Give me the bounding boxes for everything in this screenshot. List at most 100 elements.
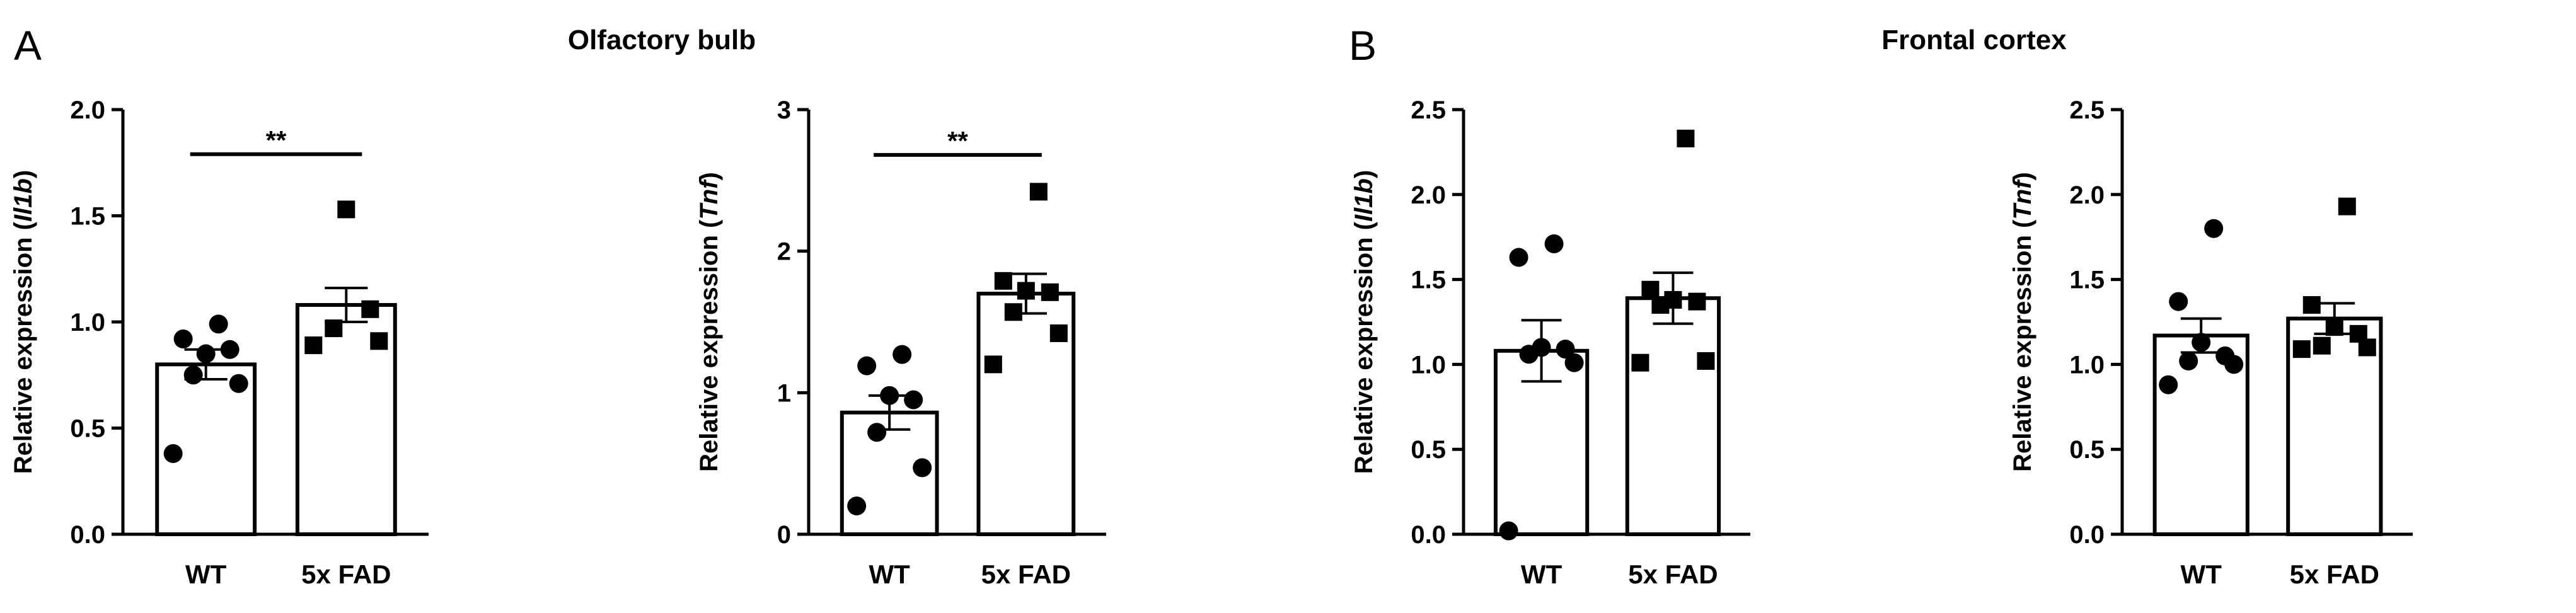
y-axis-label: Relative expression (Tnf)	[695, 172, 723, 472]
y-axis-label-prefix: Relative expression (	[695, 219, 723, 472]
data-point	[1004, 303, 1022, 321]
y-tick-label: 2.5	[1411, 96, 1446, 124]
data-point	[196, 344, 216, 364]
data-point	[1017, 282, 1035, 300]
data-point	[904, 390, 923, 410]
y-axis-label-suffix: )	[1350, 170, 1378, 178]
data-point	[1631, 353, 1649, 372]
y-axis-label-prefix: Relative expression (	[9, 221, 37, 474]
data-point	[2325, 318, 2343, 336]
x-category-label: WT	[869, 559, 911, 589]
data-point	[994, 272, 1012, 290]
chart-1: 0.0 0.5 1.0 1.5 2.0 Relative expression (Il1b…	[9, 96, 429, 589]
data-point	[984, 355, 1002, 374]
y-axis-label-suffix: )	[9, 170, 37, 178]
y-axis-label-gene: Il1b	[9, 178, 37, 222]
data-point	[1688, 292, 1706, 311]
y-tick-label: 0	[777, 521, 791, 549]
y-tick-label: 0.0	[70, 521, 105, 549]
y-tick-label: 0.5	[1411, 436, 1446, 464]
data-point	[1564, 353, 1584, 372]
data-point	[847, 496, 867, 516]
y-axis-label-prefix: Relative expression (	[1350, 221, 1378, 474]
data-point	[163, 444, 183, 463]
data-point	[2349, 324, 2367, 343]
data-point	[867, 423, 887, 442]
data-point	[2215, 346, 2235, 365]
data-point	[173, 329, 193, 348]
data-point	[337, 200, 355, 219]
panel-letter-b: B	[1349, 22, 1377, 69]
panel-title-frontal-cortex: Frontal cortex	[1881, 25, 2067, 55]
x-category-label: 5x FAD	[301, 559, 391, 589]
x-category-label: 5x FAD	[2290, 559, 2379, 589]
y-tick-label: 2.0	[70, 96, 105, 124]
data-point	[1544, 234, 1564, 253]
y-axis-label: Relative expression (Il1b)	[9, 170, 37, 474]
y-tick-label: 1.0	[1411, 351, 1446, 379]
data-point	[304, 336, 323, 355]
panel-letter-a: A	[14, 22, 42, 69]
data-point	[1532, 338, 1551, 357]
y-tick-label: 0.5	[2069, 436, 2105, 464]
data-point	[857, 356, 877, 375]
data-point	[1499, 521, 1518, 541]
bar-5xfad	[1625, 296, 1721, 536]
y-axis-label-suffix: )	[2009, 172, 2036, 180]
data-point	[1041, 283, 1059, 301]
y-tick-label: 0.0	[1411, 521, 1446, 549]
x-category-label: WT	[2181, 559, 2222, 589]
y-tick-label: 3	[777, 96, 791, 124]
y-tick-label: 1.5	[2069, 266, 2105, 294]
y-tick-label: 1.0	[70, 309, 105, 336]
y-axis-label-suffix: )	[695, 172, 723, 180]
chart-2: 0 1 2 3 Relative expression (Tnf) WT 5x FAD **	[695, 96, 1106, 589]
data-point	[1029, 183, 1048, 201]
y-tick-label: 2	[777, 238, 791, 266]
data-point	[229, 374, 248, 393]
y-axis-label-gene: Il1b	[1350, 178, 1378, 222]
data-point	[183, 365, 203, 385]
data-point	[1677, 129, 1695, 147]
data-point	[2179, 352, 2198, 371]
data-point	[1697, 352, 1715, 370]
y-tick-label: 0.0	[2069, 521, 2105, 549]
panel-title-olfactory-bulb: Olfactory bulb	[568, 25, 756, 55]
data-point	[1664, 290, 1682, 309]
y-tick-label: 2.5	[2069, 96, 2105, 124]
data-point	[1641, 280, 1660, 299]
significance-label: **	[947, 126, 968, 156]
x-category-label: WT	[185, 559, 227, 589]
significance-label: **	[266, 125, 287, 155]
y-axis-label-prefix: Relative expression (	[2009, 219, 2036, 472]
y-axis-label: Relative expression (Tnf)	[2009, 172, 2036, 472]
data-point	[325, 319, 343, 338]
y-axis-label: Relative expression (Il1b)	[1350, 170, 1378, 474]
data-point	[220, 340, 240, 359]
chart-4: 0.0 0.5 1.0 1.5 2.0 2.5 Relative expression (T…	[2009, 96, 2413, 589]
data-point	[2159, 375, 2178, 394]
data-point	[1049, 324, 1068, 342]
x-category-label: WT	[1521, 559, 1562, 589]
y-tick-label: 2.0	[1411, 181, 1446, 209]
data-point	[2204, 219, 2224, 238]
data-point	[892, 345, 912, 364]
y-tick-label: 2.0	[2069, 181, 2105, 209]
data-point	[2292, 340, 2311, 358]
data-point	[2313, 336, 2331, 355]
data-point	[1509, 248, 1528, 267]
y-tick-label: 1.5	[1411, 266, 1446, 294]
x-category-label: 5x FAD	[981, 559, 1071, 589]
data-point	[370, 332, 388, 350]
data-point	[2302, 296, 2321, 314]
y-axis-label-gene: Tnf	[2009, 178, 2036, 220]
data-point	[209, 314, 228, 334]
data-point	[880, 386, 899, 405]
data-point	[2192, 333, 2211, 352]
y-tick-label: 0.5	[70, 415, 105, 443]
chart-3: 0.0 0.5 1.0 1.5 2.0 2.5 Relative expression (I…	[1350, 96, 1750, 589]
y-tick-label: 1.5	[70, 203, 105, 231]
y-tick-label: 1.0	[2069, 351, 2105, 379]
